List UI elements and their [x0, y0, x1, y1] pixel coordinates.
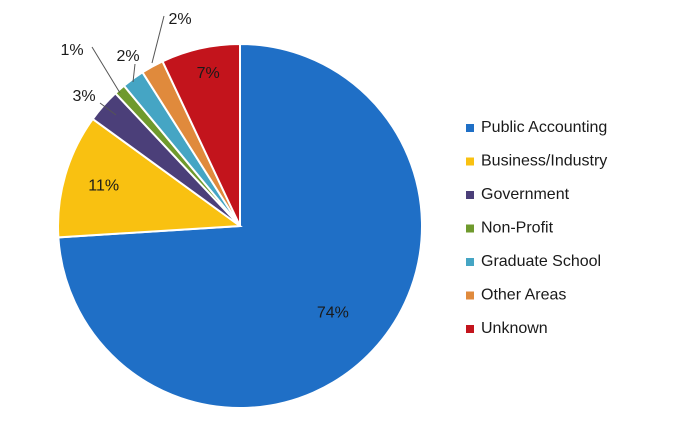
legend-item-business-industry: Business/Industry [466, 153, 607, 170]
pie-slices [57, 42, 423, 409]
leader-line-other-areas [151, 15, 165, 64]
legend-item-non-profit: Non-Profit [466, 220, 554, 237]
legend-swatch-unknown [466, 325, 474, 333]
legend-swatch-government [466, 191, 474, 199]
legend-item-unknown: Unknown [466, 320, 548, 337]
legend-swatch-graduate-school [466, 258, 474, 266]
legend-label-public-accounting: Public Accounting [481, 119, 607, 136]
slice-value-label-public-accounting: 74% [317, 304, 349, 321]
slice-value-label-non-profit: 1% [60, 42, 83, 59]
pie-value-labels: 74% 11% 3% 1% 2% 2% 7% [60, 11, 348, 321]
legend-item-other-areas: Other Areas [466, 287, 566, 304]
legend-swatch-non-profit [466, 224, 474, 233]
legend-item-public-accounting: Public Accounting [466, 119, 607, 136]
legend-swatch-business-industry [466, 157, 474, 166]
legend-label-other-areas: Other Areas [481, 287, 566, 304]
legend-label-government: Government [481, 186, 570, 203]
slice-value-label-government: 3% [72, 88, 95, 105]
pie-slice-unknown [161, 42, 241, 227]
leader-line-graduate-school [132, 63, 136, 83]
pie-slice-business-industry [57, 117, 243, 239]
legend: Public Accounting Business/Industry Govern… [466, 119, 607, 337]
slice-value-label-unknown: 7% [197, 65, 220, 82]
legend-item-government: Government [466, 186, 570, 203]
legend-swatch-other-areas [466, 291, 474, 300]
slice-value-label-other-areas: 2% [168, 11, 191, 28]
legend-swatch-public-accounting [466, 124, 474, 132]
legend-label-unknown: Unknown [481, 320, 548, 337]
legend-label-non-profit: Non-Profit [481, 220, 554, 237]
leader-line-government [99, 102, 117, 116]
legend-label-business-industry: Business/Industry [481, 153, 607, 170]
leader-line-non-profit [91, 46, 121, 94]
slice-value-label-graduate-school: 2% [116, 48, 139, 65]
legend-item-graduate-school: Graduate School [466, 253, 601, 270]
legend-label-graduate-school: Graduate School [481, 253, 601, 270]
slice-value-label-business-industry: 11% [88, 178, 119, 195]
